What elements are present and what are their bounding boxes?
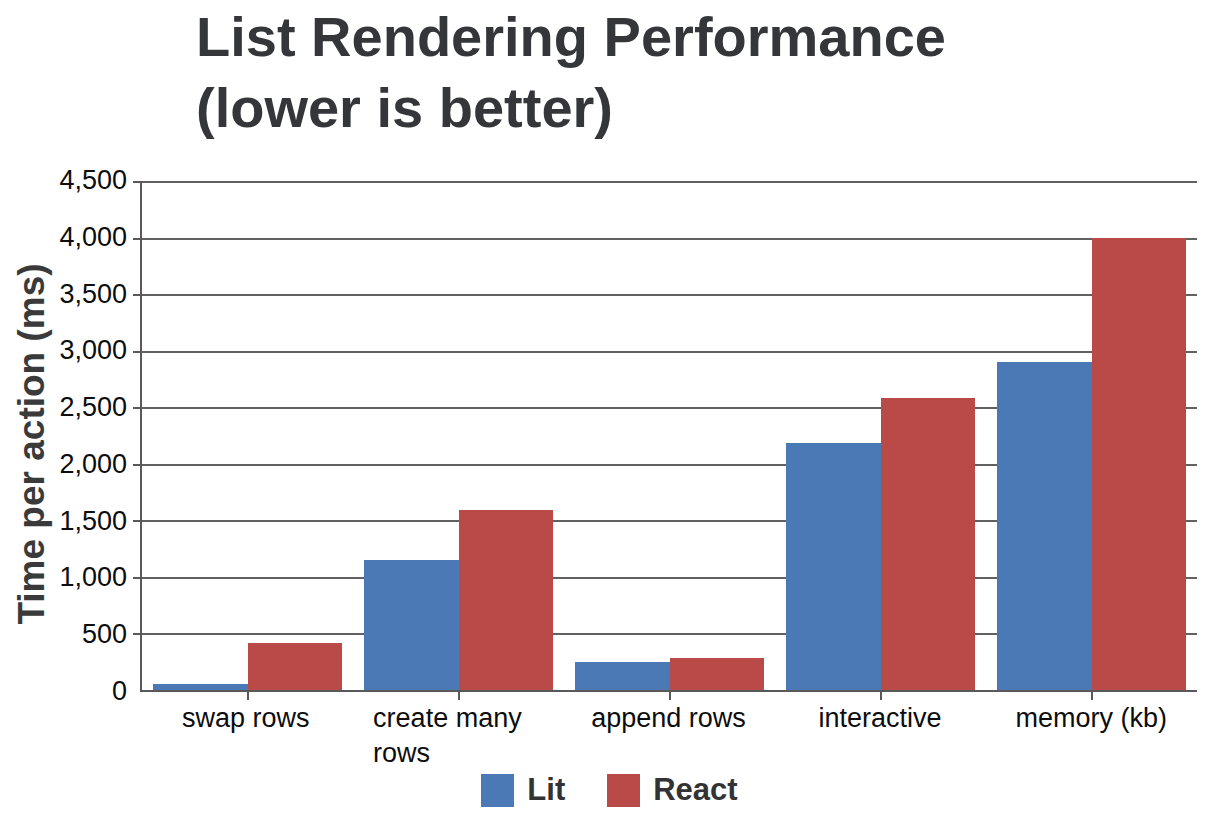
y-tick-label: 4,000 (0, 224, 127, 251)
y-tick-label: 1,000 (0, 564, 127, 591)
x-axis-tick (1091, 692, 1093, 700)
plot-area (140, 181, 1197, 692)
x-tick-label: interactive (774, 701, 985, 771)
y-axis-tick (133, 181, 141, 183)
legend-swatch-react (607, 774, 640, 807)
bar-group-interactive (775, 181, 986, 690)
y-axis-tick (133, 351, 141, 353)
y-axis-tick (133, 294, 141, 296)
y-axis-tick (133, 577, 141, 579)
bar-react-append-rows (670, 658, 765, 690)
legend-label: React (653, 772, 737, 808)
bar-group-create-many-rows (353, 181, 564, 690)
legend-label: Lit (527, 772, 565, 808)
x-axis-tick (880, 692, 882, 700)
y-tick-label: 1,500 (0, 508, 127, 535)
bar-group-swap-rows (142, 181, 353, 690)
y-axis-tick-labels: 05001,0001,5002,0002,5003,0003,5004,0004… (0, 181, 127, 692)
bar-group-append-rows (564, 181, 775, 690)
legend-item-lit: Lit (481, 772, 565, 808)
bar-lit-memory-kb- (997, 362, 1092, 690)
y-tick-label: 3,000 (0, 337, 127, 364)
bar-lit-append-rows (575, 662, 670, 690)
y-tick-label: 500 (0, 621, 127, 648)
y-axis-tick (133, 633, 141, 635)
y-tick-label: 4,500 (0, 167, 127, 194)
y-axis-tick (133, 238, 141, 240)
x-axis-tick (247, 692, 249, 700)
legend-swatch-lit (481, 774, 514, 807)
bar-group-memory-kb- (986, 181, 1197, 690)
bar-react-memory-kb- (1092, 238, 1187, 690)
bar-lit-interactive (786, 443, 881, 690)
x-axis-tick (669, 692, 671, 700)
x-axis-tick-labels: swap rowscreate many rowsappend rowsinte… (140, 701, 1197, 771)
x-tick-label: append rows (563, 701, 774, 771)
x-axis-tick (458, 692, 460, 700)
legend: Lit React (0, 772, 1219, 808)
bar-lit-create-many-rows (364, 560, 459, 690)
bar-react-interactive (881, 398, 976, 690)
x-tick-label: memory (kb) (986, 701, 1197, 771)
chart-canvas: List Rendering Performance (lower is bet… (0, 0, 1219, 820)
legend-item-react: React (607, 772, 737, 808)
x-tick-label: create many rows (351, 701, 562, 771)
bar-react-create-many-rows (459, 510, 554, 690)
chart-title: List Rendering Performance (lower is bet… (196, 2, 946, 143)
y-tick-label: 2,500 (0, 394, 127, 421)
bar-series-container (142, 181, 1197, 690)
x-tick-label: swap rows (140, 701, 351, 771)
y-axis-tick (133, 520, 141, 522)
y-axis-tick (133, 407, 141, 409)
y-tick-label: 0 (0, 678, 127, 705)
y-tick-label: 3,500 (0, 281, 127, 308)
y-tick-label: 2,000 (0, 451, 127, 478)
bar-react-swap-rows (248, 643, 343, 690)
y-axis-tick (133, 464, 141, 466)
bar-lit-swap-rows (153, 684, 248, 690)
